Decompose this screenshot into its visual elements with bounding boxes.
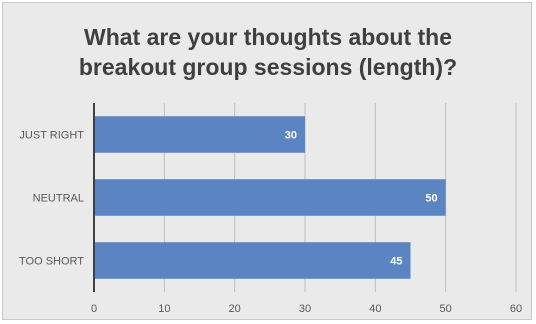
category-label-too-short: TOO SHORT xyxy=(19,256,84,268)
chart-title-line-1: What are your thoughts about the xyxy=(84,24,452,50)
x-tick-label-40: 40 xyxy=(369,303,381,315)
bar-just-right xyxy=(95,116,305,153)
x-tick-label-10: 10 xyxy=(158,303,170,315)
x-tick-label-60: 60 xyxy=(510,303,522,315)
category-label-just-right: JUST RIGHT xyxy=(19,130,84,142)
x-tick-label-30: 30 xyxy=(299,303,311,315)
data-label-just-right: 30 xyxy=(285,130,297,142)
data-label-too-short: 45 xyxy=(390,256,402,268)
data-label-neutral: 50 xyxy=(425,193,437,205)
chart-title-line-2: breakout group sessions (length)? xyxy=(78,54,458,80)
x-tick-label-50: 50 xyxy=(440,303,452,315)
x-tick-label-0: 0 xyxy=(91,303,97,315)
bar-neutral xyxy=(95,179,446,216)
chart-title: What are your thoughts about the breakou… xyxy=(0,22,536,82)
bar-too-short xyxy=(95,242,411,279)
category-label-neutral: NEUTRAL xyxy=(33,193,84,205)
x-tick-label-20: 20 xyxy=(229,303,241,315)
